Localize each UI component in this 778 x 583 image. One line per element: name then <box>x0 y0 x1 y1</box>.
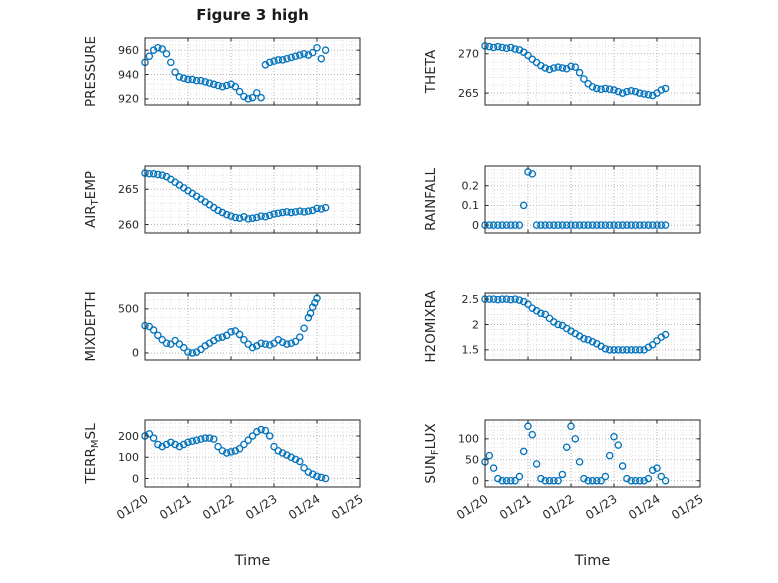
grid <box>144 293 361 360</box>
axes-box <box>144 37 361 106</box>
data-point-markers <box>481 42 670 100</box>
x-tick-label: 01/20 <box>114 492 151 523</box>
y-tick-label: 265 <box>118 183 139 196</box>
y-tick-label: 200 <box>118 430 139 443</box>
x-tick-label: 01/23 <box>243 492 280 523</box>
subplot-sun-flux: 0 50 100 01/20 01/21 01/22 01/23 01/24 01/25 SUNF… <box>423 419 706 523</box>
y-tick-label: 265 <box>458 87 479 100</box>
y-tick-label: 100 <box>458 433 479 446</box>
tick-marks <box>484 293 701 360</box>
tick-marks <box>144 420 361 487</box>
x-tick-label: 01/23 <box>583 492 620 523</box>
y-axis-label: RAINFALL <box>423 168 439 231</box>
y-tick-label: 270 <box>458 48 479 61</box>
x-tick-label: 01/21 <box>497 492 534 523</box>
y-axis-label: H2OMIXRA <box>423 290 439 363</box>
subplot-terr-msl: 0 100 200 01/20 01/21 01/22 01/23 01/24 01/25 TER… <box>83 419 366 523</box>
y-tick-label: 0.1 <box>462 199 480 212</box>
axes-box <box>484 292 701 361</box>
tick-marks <box>484 166 701 233</box>
axes-box <box>144 292 361 361</box>
figure-title: Figure 3 high <box>196 6 309 24</box>
x-tick-label: 01/21 <box>157 492 194 523</box>
axes-box <box>484 37 701 106</box>
x-axis-label-left: Time <box>234 553 271 569</box>
axes-box <box>144 419 361 488</box>
data-point-markers <box>141 43 330 103</box>
grid <box>144 166 361 233</box>
data-point-markers <box>141 294 321 357</box>
y-axis-label: MIXDEPTH <box>83 291 99 361</box>
y-axis-label: AIRTEMP <box>83 171 101 228</box>
y-tick-label: 940 <box>118 68 139 81</box>
tick-marks <box>484 420 701 487</box>
axes-box <box>144 165 361 234</box>
y-tick-label: 1.5 <box>462 344 480 357</box>
y-axis-label: TERRMSL <box>83 423 101 485</box>
x-axis-label-right: Time <box>574 553 611 569</box>
data-point-markers <box>481 422 670 485</box>
tick-marks <box>484 38 701 105</box>
axes-box <box>484 165 701 234</box>
subplot-mixdepth: 0 500 MIXDEPTH <box>83 291 361 362</box>
x-tick-label: 01/24 <box>626 492 663 523</box>
grid <box>484 420 701 487</box>
tick-marks <box>144 166 361 233</box>
x-tick-label: 01/25 <box>329 492 366 523</box>
y-tick-label: 0 <box>472 219 479 232</box>
x-tick-label: 01/22 <box>200 492 237 523</box>
x-tick-label: 01/24 <box>286 492 323 523</box>
y-tick-label: 960 <box>118 44 139 57</box>
y-tick-label: 0 <box>472 475 479 488</box>
y-axis-label: SUNFLUX <box>423 423 441 483</box>
y-tick-label: 2.5 <box>462 293 480 306</box>
grid <box>484 293 701 361</box>
subplot-theta: 265 270 THETA <box>423 37 701 106</box>
y-tick-label: 0 <box>132 472 139 485</box>
axes-box <box>484 419 701 488</box>
x-tick-label: 01/20 <box>454 492 491 523</box>
y-tick-label: 100 <box>118 451 139 464</box>
y-tick-label: 0 <box>132 347 139 360</box>
subplot-h2omixra: 1.5 2 2.5 H2OMIXRA <box>423 290 701 363</box>
subplot-pressure: 920 940 960 PRESSURE <box>83 36 361 107</box>
subplot-air-temp: 260 265 AIRTEMP <box>83 165 361 234</box>
y-axis-label: THETA <box>423 49 439 94</box>
subplot-rainfall: 0 0.1 0.2 RAINFALL <box>423 165 701 234</box>
data-point-markers <box>141 425 330 483</box>
y-tick-label: 500 <box>118 303 139 316</box>
y-tick-label: 260 <box>118 218 139 231</box>
grid <box>484 37 701 105</box>
x-tick-label: 01/25 <box>669 492 706 523</box>
y-tick-label: 920 <box>118 93 139 106</box>
tick-marks <box>144 293 361 360</box>
y-tick-label: 50 <box>465 454 479 467</box>
data-point-markers <box>141 169 330 223</box>
tick-marks <box>144 38 361 105</box>
y-axis-label: PRESSURE <box>83 36 99 107</box>
y-tick-label: 0.2 <box>462 180 480 193</box>
y-tick-label: 2 <box>472 318 479 331</box>
x-tick-label: 01/22 <box>540 492 577 523</box>
